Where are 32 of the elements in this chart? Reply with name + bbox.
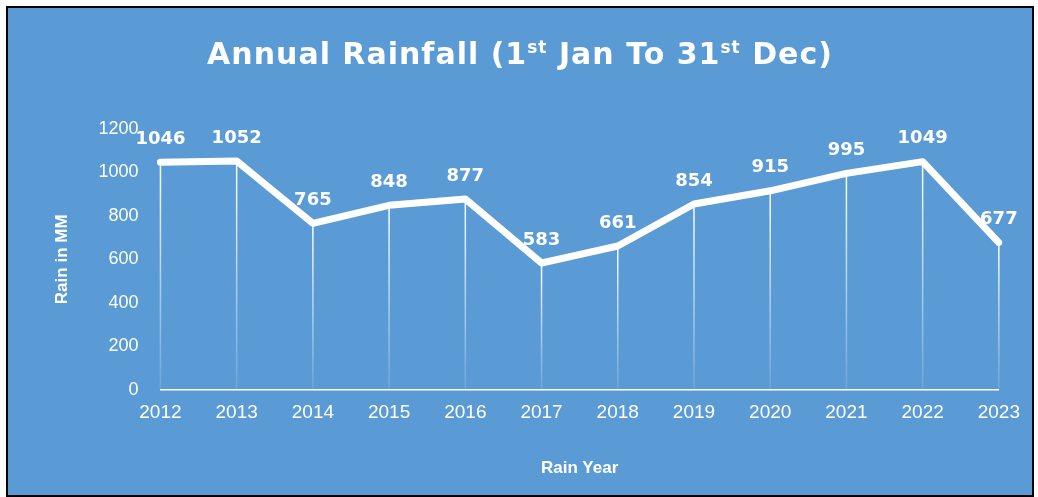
y-axis-title: Rain in MM bbox=[51, 214, 71, 305]
data-label: 995 bbox=[827, 138, 866, 160]
data-label: 915 bbox=[751, 155, 789, 177]
x-axis-title: Rain Year bbox=[541, 458, 619, 478]
y-tick-label: 0 bbox=[128, 378, 139, 399]
x-tick-label: 2012 bbox=[139, 401, 182, 423]
data-label: 677 bbox=[980, 207, 1018, 229]
data-label: 1049 bbox=[897, 126, 948, 148]
x-tick-label: 2015 bbox=[367, 401, 411, 423]
x-tick-label: 2018 bbox=[596, 401, 639, 423]
y-tick-label: 1000 bbox=[98, 161, 139, 182]
x-tick-label: 2021 bbox=[825, 401, 868, 423]
data-label: 854 bbox=[675, 168, 713, 190]
x-tick-label: 2023 bbox=[977, 401, 1021, 423]
data-label: 877 bbox=[446, 163, 485, 185]
chart-title: Annual Rainfall (1$^{st}$ Jan To 31$^{st}$ Dec) bbox=[206, 36, 834, 71]
y-tick-label: 800 bbox=[108, 204, 139, 225]
x-tick-label: 2017 bbox=[520, 401, 563, 423]
data-label: 583 bbox=[522, 227, 561, 249]
data-label: 848 bbox=[370, 170, 408, 192]
x-tick-label: 2016 bbox=[444, 401, 487, 423]
y-tick-label: 400 bbox=[108, 291, 139, 312]
x-tick-label: 2019 bbox=[672, 401, 716, 423]
data-label: 1052 bbox=[211, 125, 262, 147]
x-tick-label: 2020 bbox=[749, 401, 792, 423]
x-tick-label: 2022 bbox=[901, 401, 944, 423]
data-label: 765 bbox=[294, 188, 332, 210]
x-tick-label: 2013 bbox=[215, 401, 258, 423]
data-label: 661 bbox=[598, 210, 637, 232]
y-tick-label: 600 bbox=[108, 248, 139, 269]
x-tick-label: 2014 bbox=[291, 401, 335, 423]
y-tick-label: 200 bbox=[108, 335, 139, 356]
